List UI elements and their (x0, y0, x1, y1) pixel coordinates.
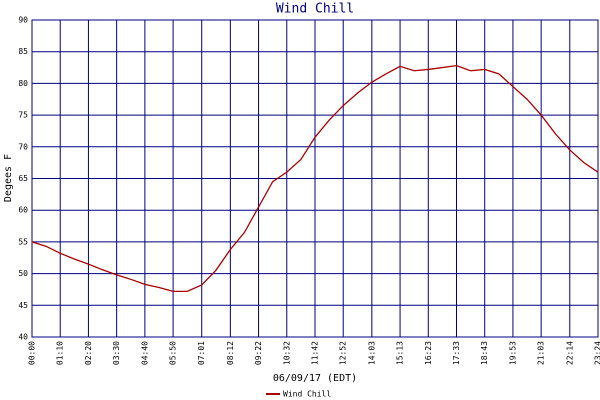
y-tick-label: 40 (18, 333, 28, 342)
y-tick-label: 75 (18, 111, 28, 120)
x-tick-label: 17:33 (452, 341, 461, 365)
x-tick-label: 02:20 (84, 341, 93, 365)
x-tick-label: 12:52 (339, 341, 348, 365)
x-tick-label: 05:50 (169, 341, 178, 365)
y-tick-label: 60 (18, 206, 28, 215)
x-tick-label: 09:22 (254, 341, 263, 365)
legend-label: Wind Chill (283, 390, 331, 399)
y-tick-label: 55 (18, 237, 28, 246)
y-axis-label: Degees F (3, 154, 14, 202)
x-tick-label: 21:03 (537, 341, 546, 365)
y-tick-label: 70 (18, 142, 28, 151)
x-tick-label: 18:43 (480, 341, 489, 365)
y-tick-label: 65 (18, 174, 28, 183)
x-tick-label: 14:03 (367, 341, 376, 365)
y-tick-label: 45 (18, 301, 28, 310)
x-tick-label: 08:12 (226, 341, 235, 365)
x-tick-label: 10:32 (282, 341, 291, 365)
x-tick-label: 16:23 (424, 341, 433, 365)
x-axis-label: 06/09/17 (EDT) (273, 373, 357, 384)
x-tick-label: 03:30 (112, 341, 121, 365)
y-tick-label: 50 (18, 269, 28, 278)
x-tick-label: 23:24 (594, 341, 600, 365)
x-tick-label: 22:14 (565, 341, 574, 365)
chart-title: Wind Chill (276, 2, 354, 17)
x-tick-label: 01:10 (56, 341, 65, 365)
y-tick-label: 90 (18, 16, 28, 25)
data-line (31, 64, 599, 293)
x-tick-label: 11:42 (311, 341, 320, 365)
x-tick-label: 15:13 (396, 341, 405, 365)
y-tick-label: 85 (18, 47, 28, 56)
x-tick-label: 07:01 (197, 341, 206, 365)
y-tick-label: 80 (18, 79, 28, 88)
x-tick-label: 04:40 (140, 341, 149, 365)
x-tick-label: 19:53 (508, 341, 517, 365)
x-tick-label: 00:00 (28, 341, 37, 365)
